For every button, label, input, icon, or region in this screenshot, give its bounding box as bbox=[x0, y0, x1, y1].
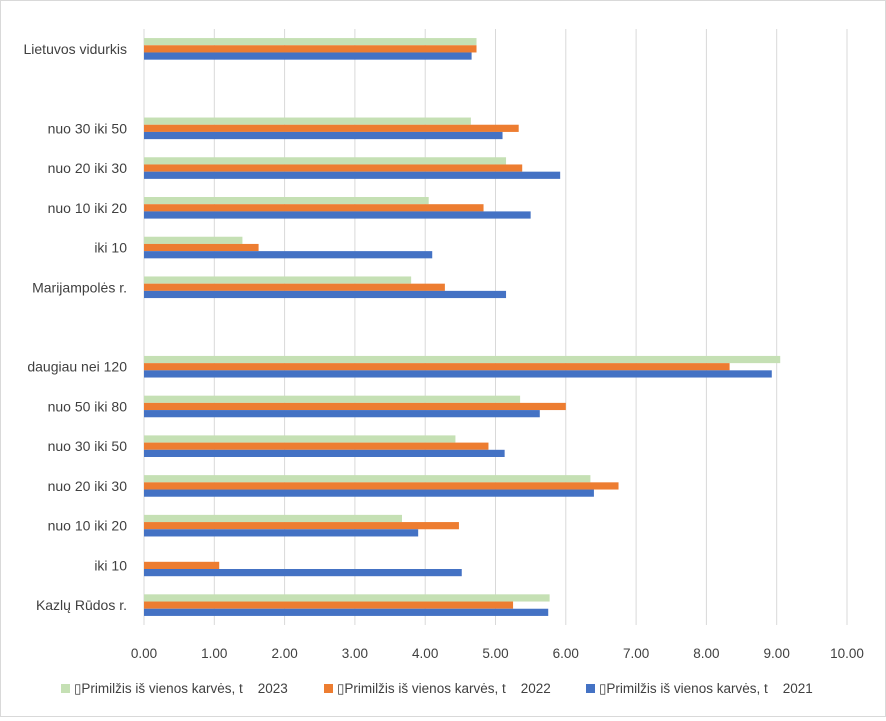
x-tick-label: 4.00 bbox=[412, 646, 438, 661]
bar bbox=[144, 410, 540, 418]
category-label: nuo 20 iki 30 bbox=[48, 160, 128, 176]
category-label: nuo 10 iki 20 bbox=[48, 518, 128, 534]
bar bbox=[144, 243, 259, 252]
bar bbox=[144, 197, 429, 205]
category-label: nuo 20 iki 30 bbox=[48, 478, 128, 494]
bar bbox=[144, 157, 507, 165]
bar bbox=[144, 489, 594, 497]
bar bbox=[144, 475, 591, 483]
bar bbox=[144, 594, 550, 602]
x-tick-label: 3.00 bbox=[342, 646, 368, 661]
category-label: daugiau nei 120 bbox=[27, 359, 127, 375]
bar bbox=[144, 171, 561, 179]
legend-swatch bbox=[586, 684, 595, 693]
bar bbox=[144, 561, 220, 569]
category-label: Marijampolės r. bbox=[32, 279, 127, 295]
bar bbox=[144, 124, 519, 132]
x-tick-label: 5.00 bbox=[482, 646, 508, 661]
category-label: Kazlų Rūdos r. bbox=[36, 597, 127, 613]
category-label: Lietuvos vidurkis bbox=[24, 41, 128, 57]
legend-label: ▯Primilžis iš vienos karvės, t 2022 bbox=[337, 681, 551, 696]
x-tick-label: 9.00 bbox=[764, 646, 790, 661]
legend-label: ▯Primilžis iš vienos karvės, t 2023 bbox=[74, 681, 288, 696]
legend: ▯Primilžis iš vienos karvės, t 2023 ▯Prim… bbox=[61, 681, 813, 696]
category-label: nuo 10 iki 20 bbox=[48, 200, 128, 216]
x-tick-labels: 0.00 1.00 2.00 3.00 4.00 5.00 6.00 7.00 8.00 9.00… bbox=[131, 646, 864, 661]
category-label: iki 10 bbox=[94, 240, 127, 256]
bar bbox=[144, 355, 781, 364]
category-label: iki 10 bbox=[94, 557, 127, 573]
bar bbox=[144, 395, 521, 403]
category-label: nuo 30 iki 50 bbox=[48, 438, 128, 454]
bar bbox=[144, 449, 505, 457]
bar bbox=[144, 251, 433, 259]
bar bbox=[144, 608, 549, 616]
bar bbox=[144, 204, 484, 212]
legend-swatch bbox=[324, 684, 333, 693]
bar bbox=[144, 442, 489, 450]
x-tick-label: 1.00 bbox=[201, 646, 227, 661]
bar bbox=[144, 38, 477, 46]
bar bbox=[144, 117, 471, 125]
bar bbox=[144, 370, 772, 378]
legend-swatch bbox=[61, 684, 70, 693]
bar bbox=[144, 435, 456, 443]
bars bbox=[144, 38, 781, 616]
x-tick-label: 7.00 bbox=[623, 646, 649, 661]
category-labels: Lietuvos vidurkis nuo 30 iki 50 nuo 20 iki… bbox=[24, 41, 128, 613]
category-label: nuo 30 iki 50 bbox=[48, 120, 128, 136]
bar bbox=[144, 514, 403, 523]
category-label: nuo 50 iki 80 bbox=[48, 398, 128, 414]
bar bbox=[144, 482, 619, 490]
x-tick-label: 8.00 bbox=[693, 646, 719, 661]
legend-label: ▯Primilžis iš vienos karvės, t 2021 bbox=[599, 681, 813, 696]
bar bbox=[144, 45, 477, 53]
x-tick-label: 2.00 bbox=[271, 646, 297, 661]
bar bbox=[144, 131, 503, 140]
bar bbox=[144, 522, 459, 530]
bar bbox=[144, 164, 523, 172]
bar bbox=[144, 363, 730, 371]
bar bbox=[144, 276, 412, 284]
x-tick-label: 10.00 bbox=[830, 646, 864, 661]
bar bbox=[144, 569, 462, 577]
bar bbox=[144, 601, 514, 609]
bar bbox=[144, 211, 531, 219]
x-tick-label: 0.00 bbox=[131, 646, 157, 661]
bar bbox=[144, 52, 472, 60]
bar bbox=[144, 283, 445, 291]
bar bbox=[144, 529, 419, 537]
bar bbox=[144, 236, 243, 244]
x-tick-label: 6.00 bbox=[553, 646, 579, 661]
bar bbox=[144, 402, 566, 411]
bar bbox=[144, 290, 507, 299]
